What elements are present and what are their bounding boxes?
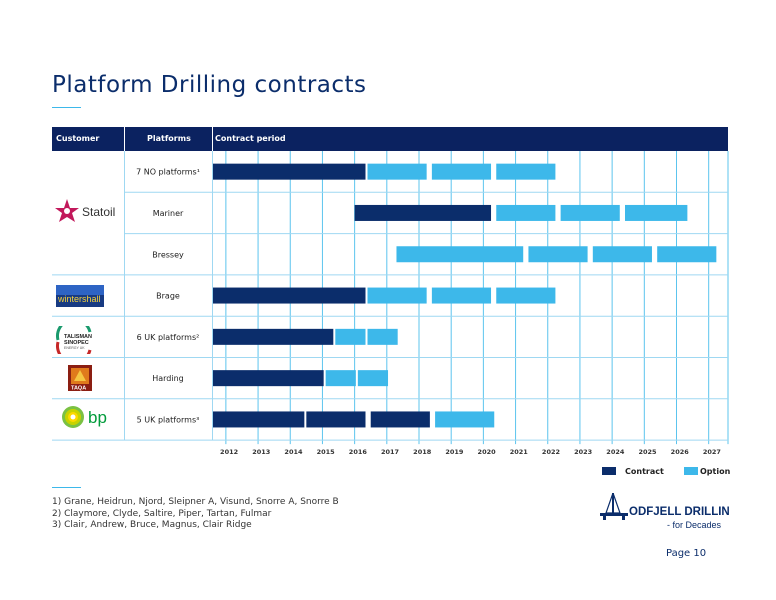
table-header: Customer Platforms Contract period bbox=[52, 127, 728, 151]
platform-label: Bressey bbox=[152, 250, 184, 259]
option-bar bbox=[396, 246, 524, 263]
year-tick-label: 2025 bbox=[638, 448, 657, 456]
odfjell-drilling-logo: ODFJELL DRILLING - for Decades bbox=[600, 491, 739, 533]
talisman-sinopec-logo: TALISMAN SINOPEC ENERGY UK bbox=[54, 318, 102, 364]
platform-label: Harding bbox=[152, 374, 184, 383]
footnote-2: 2) Claymore, Clyde, Saltire, Piper, Tart… bbox=[52, 508, 272, 519]
statoil-star-icon: Statoil bbox=[55, 199, 115, 222]
platform-label: Mariner bbox=[153, 209, 184, 218]
footnote-3: 3) Clair, Andrew, Bruce, Magnus, Clair R… bbox=[52, 520, 252, 530]
option-bar bbox=[657, 246, 717, 263]
option-bar bbox=[357, 370, 389, 387]
year-tick-label: 2013 bbox=[252, 448, 270, 456]
bp-wordmark: bp bbox=[88, 408, 107, 427]
option-bar bbox=[335, 328, 366, 345]
option-bar bbox=[528, 246, 588, 263]
option-bar bbox=[431, 163, 492, 180]
contract-bar bbox=[213, 328, 334, 345]
option-bar bbox=[435, 411, 495, 428]
header-contract-period: Contract period bbox=[215, 134, 286, 143]
option-bar bbox=[560, 204, 620, 221]
svg-text:SINOPEC: SINOPEC bbox=[64, 340, 89, 346]
legend-option-label: Option bbox=[700, 467, 731, 476]
year-tick-label: 2017 bbox=[381, 448, 399, 456]
option-bar bbox=[325, 370, 356, 387]
legend-option-swatch bbox=[684, 467, 698, 475]
footnote-divider bbox=[52, 487, 81, 488]
year-tick-label: 2019 bbox=[445, 448, 464, 456]
year-tick-label: 2015 bbox=[317, 448, 336, 456]
legend-contract-label: Contract bbox=[625, 467, 664, 476]
contract-bar bbox=[213, 370, 324, 387]
year-tick-label: 2027 bbox=[703, 448, 721, 456]
footnotes: 1) Grane, Heidrun, Njord, Sleipner A, Vi… bbox=[52, 497, 339, 532]
header-divider bbox=[124, 127, 125, 151]
contract-bar bbox=[213, 287, 366, 304]
year-tick-label: 2024 bbox=[606, 448, 625, 456]
option-bar bbox=[496, 163, 556, 180]
year-tick-label: 2016 bbox=[349, 448, 368, 456]
contract-bar bbox=[354, 204, 492, 221]
statoil-wordmark: Statoil bbox=[82, 205, 115, 219]
year-tick-label: 2020 bbox=[478, 448, 497, 456]
contract-bar bbox=[370, 411, 430, 428]
option-bar bbox=[625, 204, 688, 221]
option-bar bbox=[367, 163, 427, 180]
year-tick-label: 2012 bbox=[220, 448, 238, 456]
company-name: ODFJELL DRILLING bbox=[629, 506, 730, 518]
svg-text:TAQA: TAQA bbox=[71, 386, 86, 392]
company-tagline: - for Decades bbox=[667, 520, 722, 530]
year-tick-label: 2014 bbox=[284, 448, 303, 456]
header-divider bbox=[212, 127, 213, 151]
gantt-chart: 7 NO platforms¹ Mariner Bressey Brage 6 UK p… bbox=[52, 151, 729, 456]
option-bar bbox=[592, 246, 652, 263]
wintershall-wordmark: wintershall bbox=[57, 294, 101, 304]
statoil-logo: Statoil bbox=[52, 195, 122, 227]
option-bar bbox=[496, 287, 556, 304]
bp-logo: bp bbox=[60, 403, 114, 431]
page-number: Page 10 bbox=[666, 548, 707, 559]
footnote-1: 1) Grane, Heidrun, Njord, Sleipner A, Vi… bbox=[52, 497, 339, 507]
svg-text:ENERGY UK: ENERGY UK bbox=[64, 346, 85, 350]
year-tick-label: 2022 bbox=[542, 448, 560, 456]
title-underline bbox=[52, 107, 81, 108]
wintershall-logo: wintershall bbox=[56, 285, 104, 307]
year-tick-label: 2021 bbox=[510, 448, 529, 456]
platform-label: 5 UK platforms³ bbox=[137, 415, 200, 424]
taqa-logo: TAQA bbox=[68, 365, 92, 392]
platform-label: Brage bbox=[156, 292, 180, 301]
option-bar bbox=[367, 328, 398, 345]
legend-contract-swatch bbox=[602, 467, 616, 475]
option-bar bbox=[367, 287, 427, 304]
year-tick-label: 2023 bbox=[574, 448, 592, 456]
option-bar bbox=[496, 204, 556, 221]
year-tick-label: 2026 bbox=[671, 448, 690, 456]
year-tick-label: 2018 bbox=[413, 448, 432, 456]
option-bar bbox=[431, 287, 492, 304]
contract-bar bbox=[306, 411, 366, 428]
header-platforms: Platforms bbox=[147, 134, 191, 143]
drilling-rig-icon bbox=[600, 491, 628, 520]
contract-bar bbox=[213, 163, 366, 180]
page-title: Platform Drilling contracts bbox=[52, 72, 367, 98]
header-customer: Customer bbox=[56, 134, 100, 143]
svg-text:TALISMAN: TALISMAN bbox=[64, 334, 92, 340]
platform-label: 6 UK platforms² bbox=[137, 333, 200, 342]
platform-label: 7 NO platforms¹ bbox=[136, 168, 200, 177]
contract-bar bbox=[213, 411, 305, 428]
